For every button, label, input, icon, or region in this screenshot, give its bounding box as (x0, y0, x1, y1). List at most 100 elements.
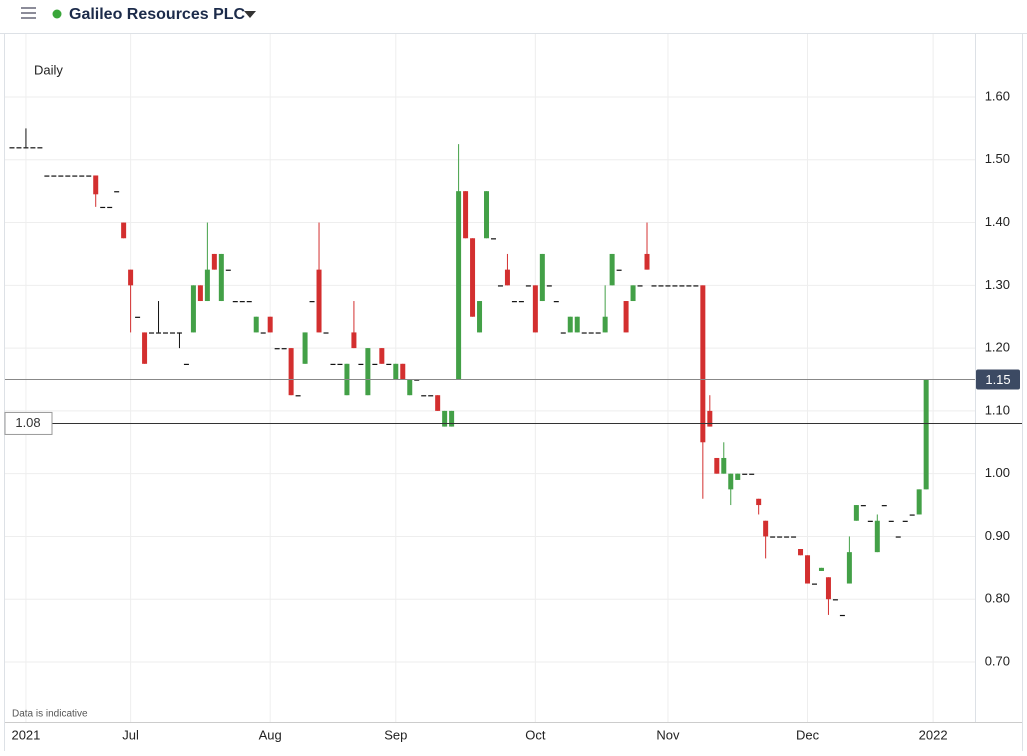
candle-body (518, 301, 524, 303)
candle-body (511, 301, 517, 303)
candle-body (567, 316, 573, 333)
candle-body (728, 473, 734, 490)
candle-body (749, 473, 755, 475)
candle-body (602, 316, 608, 333)
candle-body (497, 285, 503, 287)
candle-body (679, 285, 685, 287)
candle-body (79, 175, 85, 177)
candle-body (881, 505, 887, 507)
y-tick-label: 1.40 (985, 214, 1010, 229)
candle-body (588, 332, 594, 334)
candle-body (169, 332, 175, 334)
candle-body (609, 253, 615, 286)
candle-body (916, 489, 922, 515)
x-tick-label: Nov (656, 727, 680, 742)
candle-body (16, 147, 22, 149)
candle-body (470, 238, 476, 317)
candle-body (372, 363, 378, 366)
candle-body (686, 285, 692, 287)
y-tick-label: 1.00 (985, 465, 1010, 480)
candle-body (225, 269, 231, 271)
instrument-title[interactable]: Galileo Resources PLC (69, 6, 246, 23)
candle-body (9, 147, 15, 149)
candle-body (546, 285, 552, 287)
candle-body (791, 536, 797, 538)
candle-body (853, 505, 859, 521)
candles (9, 128, 929, 617)
candle-body (825, 577, 831, 600)
x-tick-label: 2022 (919, 727, 948, 742)
menu-button[interactable] (21, 7, 36, 19)
candle-body (784, 536, 790, 538)
candle-body (414, 379, 420, 381)
candle-body (295, 395, 301, 397)
candle-body (281, 348, 287, 350)
candle-body (442, 410, 448, 427)
candle-body (735, 473, 741, 480)
interval-label: Daily (34, 62, 63, 77)
candle-body (693, 285, 699, 287)
candle-body (553, 301, 559, 303)
header: Galileo Resources PLC (0, 6, 1027, 34)
candle-body (595, 332, 601, 334)
candle-body (253, 316, 259, 333)
candle-body (805, 555, 811, 584)
candle-body (379, 348, 385, 364)
x-tick-label: Sep (384, 727, 407, 742)
candle-body (86, 175, 92, 177)
y-tick-label: 1.30 (985, 277, 1010, 292)
status-dot (52, 9, 62, 19)
candle-body (742, 473, 748, 475)
candle-body (309, 301, 315, 303)
candle-body (798, 549, 804, 556)
candle-body (651, 285, 657, 287)
candle-body (463, 191, 469, 239)
y-tick-label: 0.70 (985, 653, 1010, 668)
last-price-badge (976, 369, 1020, 390)
candle-body (30, 147, 36, 149)
candle-body (114, 191, 120, 193)
candle-body (658, 285, 664, 287)
candle-body (274, 348, 280, 350)
y-tick-label: 1.60 (985, 88, 1010, 103)
y-tick-label: 1.10 (985, 402, 1010, 417)
grid: 0.70 0.80 0.90 1.00 1.10 1.20 1.30 1.40 1.50 1.60… (5, 34, 1010, 742)
candle-body (204, 269, 210, 302)
candle-body (616, 269, 622, 271)
candle-body (456, 191, 462, 380)
candle-body (623, 301, 629, 333)
candle-body (183, 363, 189, 366)
candle-body (532, 285, 538, 333)
x-tick-label: Oct (525, 727, 546, 742)
note: Data is indicative (12, 709, 88, 720)
candle-body (560, 332, 566, 334)
candle-body (902, 520, 908, 522)
dropdown-caret[interactable] (244, 11, 256, 18)
candle-body (756, 498, 762, 506)
candle-body (923, 379, 929, 490)
candle-body (142, 332, 148, 364)
candle-body (330, 363, 336, 366)
y-tick-label: 0.90 (985, 528, 1010, 543)
candle-body (832, 599, 838, 601)
candle-body (637, 285, 643, 287)
candle-body (581, 332, 587, 334)
candle-body (449, 410, 455, 427)
candle-body (156, 332, 162, 334)
last-price-label: 1.15 (985, 372, 1010, 387)
overlays: 1.15 1.08 (4, 369, 1022, 435)
candle-body (267, 316, 273, 333)
candle-body (504, 269, 510, 286)
candle-body (58, 175, 64, 177)
candle-body (239, 301, 245, 303)
candle-body (23, 147, 29, 149)
candle-body (93, 175, 99, 195)
candle-body (135, 316, 141, 318)
candle-body (400, 363, 406, 380)
candle-body (337, 363, 343, 366)
candle-body (846, 552, 852, 584)
x-tick-label: Aug (259, 727, 282, 742)
candle-body (44, 175, 50, 177)
